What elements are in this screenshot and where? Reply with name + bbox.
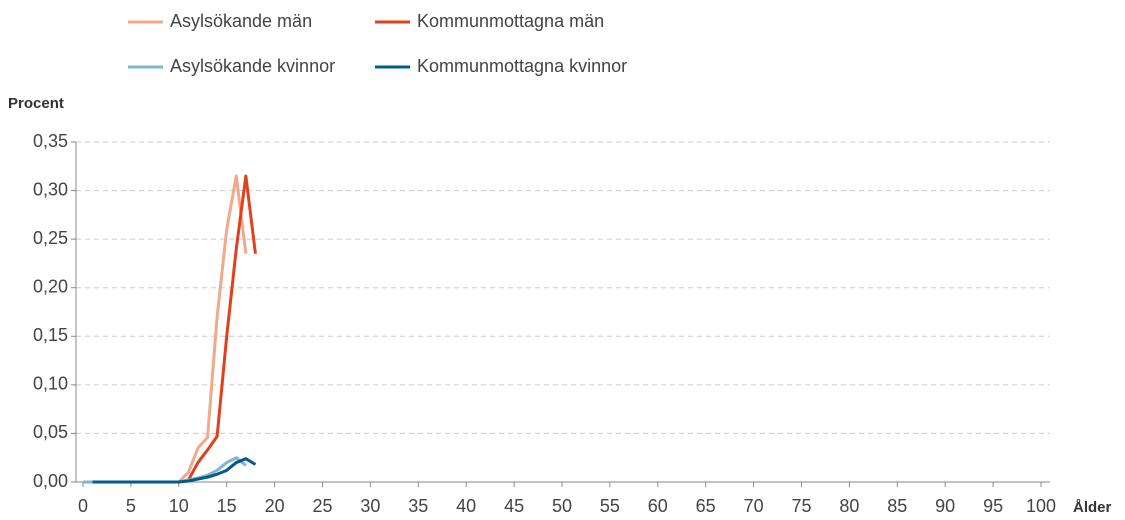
x-tick-label: 50 xyxy=(552,496,572,516)
x-tick-label: 80 xyxy=(839,496,859,516)
y-tick-label: 0,20 xyxy=(33,276,68,296)
x-tick-label: 0 xyxy=(78,496,88,516)
x-tick-label: 5 xyxy=(126,496,136,516)
y-tick-label: 0,10 xyxy=(33,374,68,394)
y-tick-label: 0,15 xyxy=(33,325,68,345)
y-tick-label: 0,35 xyxy=(33,131,68,151)
x-tick-label: 10 xyxy=(169,496,189,516)
legend-label: Kommunmottagna män xyxy=(417,11,604,31)
x-tick-label: 55 xyxy=(600,496,620,516)
data-line xyxy=(83,174,248,484)
x-tick-label: 65 xyxy=(696,496,716,516)
x-tick-label: 45 xyxy=(504,496,524,516)
x-tick-label: 70 xyxy=(744,496,764,516)
y-tick-label: 0,05 xyxy=(33,422,68,442)
x-tick-label: 40 xyxy=(456,496,476,516)
x-tick-label: 85 xyxy=(887,496,907,516)
legend-label: Asylsökande män xyxy=(170,11,312,31)
x-tick-label: 95 xyxy=(983,496,1003,516)
x-tick-label: 30 xyxy=(360,496,380,516)
y-tick-label: 0,00 xyxy=(33,471,68,491)
y-tick-label: 0,25 xyxy=(33,228,68,248)
x-tick-label: 75 xyxy=(791,496,811,516)
x-tick-label: 35 xyxy=(408,496,428,516)
x-tick-label: 90 xyxy=(935,496,955,516)
data-line xyxy=(92,174,257,484)
data-line xyxy=(92,457,257,484)
data-line xyxy=(83,456,247,484)
x-axis-label: Ålder xyxy=(1073,499,1112,516)
x-tick-label: 60 xyxy=(648,496,668,516)
x-tick-label: 100 xyxy=(1026,496,1056,516)
x-tick-label: 25 xyxy=(312,496,332,516)
x-tick-label: 20 xyxy=(265,496,285,516)
y-axis-label: Procent xyxy=(8,95,64,112)
x-tick-label: 15 xyxy=(217,496,237,516)
legend-label: Kommunmottagna kvinnor xyxy=(417,56,627,76)
legend-label: Asylsökande kvinnor xyxy=(170,56,335,76)
y-tick-label: 0,30 xyxy=(33,179,68,199)
